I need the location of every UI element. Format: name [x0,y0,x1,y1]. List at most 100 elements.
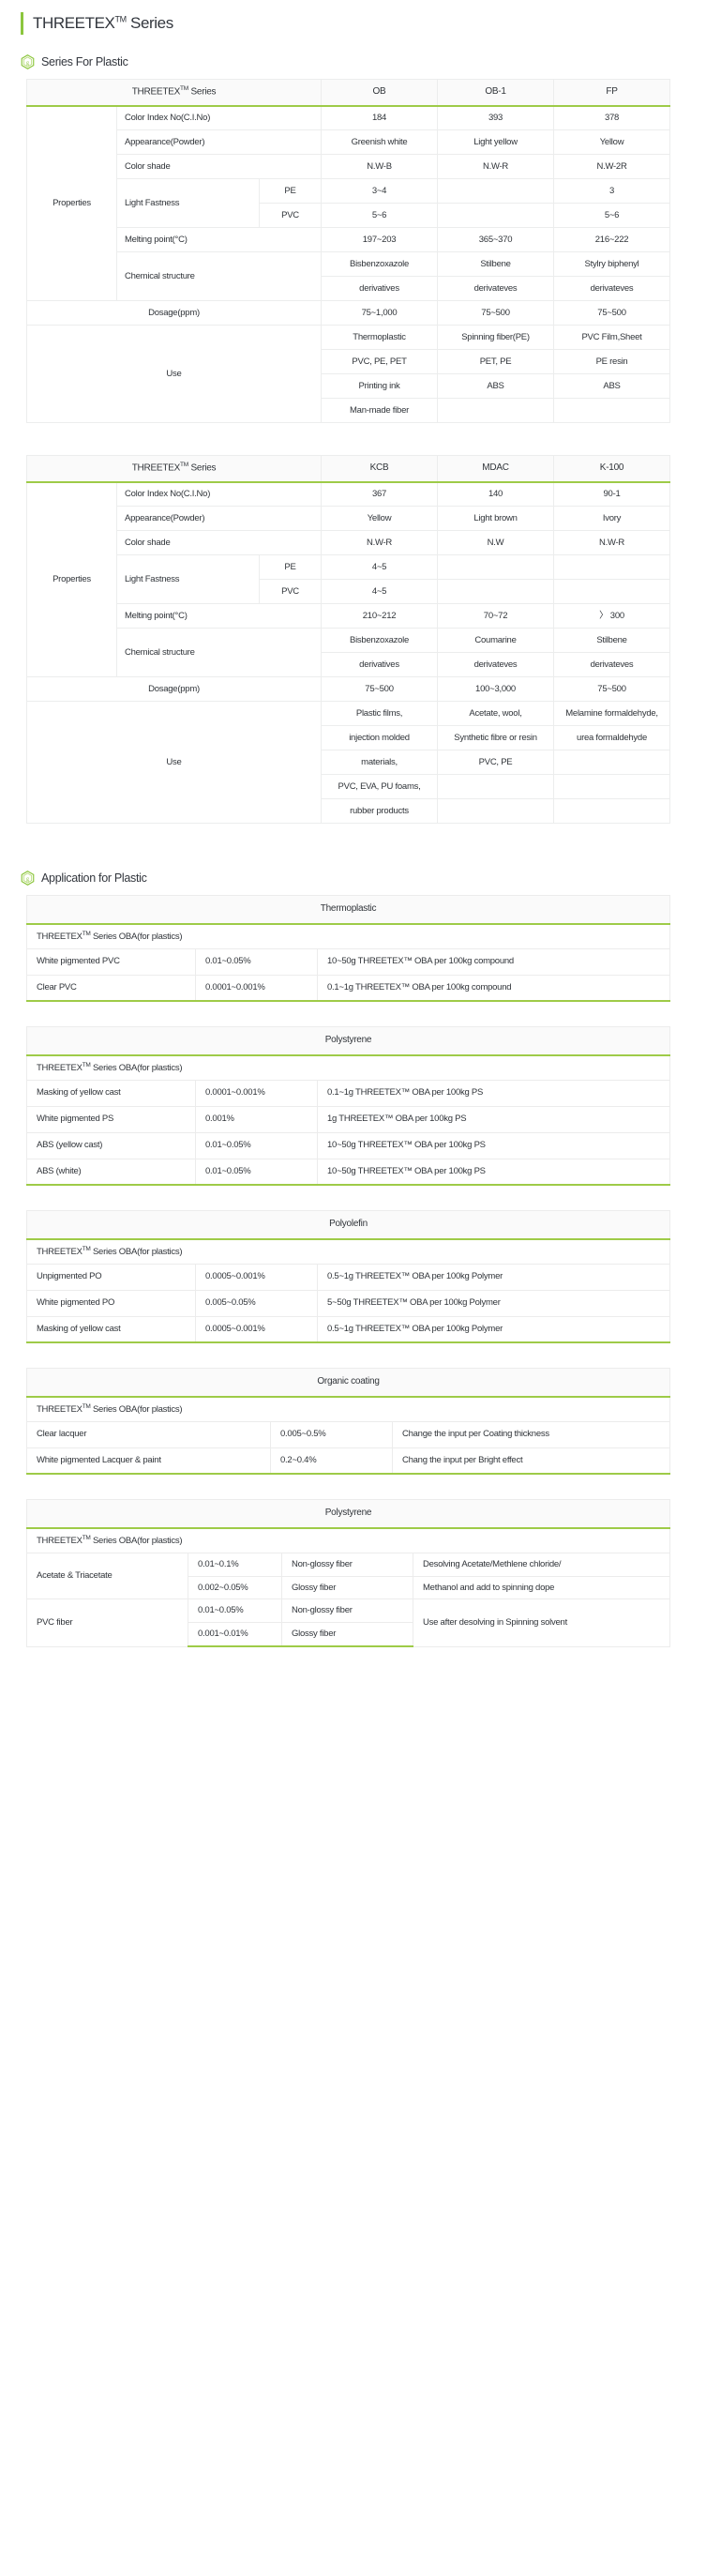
fiber-row-dose: 0.001~0.01% [188,1622,282,1648]
table2-row-label-dosage: Dosage(ppm) [25,676,323,702]
app-row-name: White pigmented PS [26,1105,196,1133]
trademark-symbol: TM [82,1061,91,1068]
table-row: Polystyrene [26,1026,670,1056]
table-row: THREETEXTM Series OBA(for plastics) [25,923,671,949]
table2-cell-melting-k100: 〉 300 [553,603,671,629]
table2-cell-use-k100-4 [553,774,671,799]
series-table-ob: THREETEXTM Series OB OB-1 FP Properties … [25,79,671,423]
trademark-symbol: TM [180,85,188,93]
table2-cell-use-k100-5 [553,798,671,824]
app-row-dose: 0.01~0.05% [195,1158,318,1187]
trademark-symbol: TM [114,14,127,24]
table2-col-kcb: KCB [321,455,439,483]
table-row: THREETEXTM Series KCB MDAC K-100 [25,455,671,483]
subtitle-label: THREETEX [37,931,83,942]
table-row: Chemical structure Bisbenzoxazole Stilbe… [27,251,671,301]
table-row: THREETEXTM Series OBA(for plastics) [26,1527,670,1553]
table1-cell-use-ob1-1: Spinning fiber(PE) [437,325,555,350]
table-row: Acetate & Triacetate 0.01~0.1% Non-gloss… [26,1552,670,1600]
table2-cell-use-k100-1: Melamine formaldehyde, [553,701,671,726]
table1-cell-use-ob1-4 [437,398,555,423]
fiber-row-note: Methanol and add to spinning dope [413,1575,670,1600]
table2-header-series: THREETEXTM Series [25,455,323,483]
document-page: THREETEXTM Series g Series For Plastic T… [0,8,706,1675]
table2-row-label-lightfastness: Light Fastness [116,554,260,604]
table-row: ABS (white) 0.01~0.05% 10~50g THREETEX™ … [26,1158,670,1187]
fiber-row-dose: 0.01~0.05% [188,1599,282,1624]
fiber-row-type: Non-glossy fiber [281,1599,413,1624]
app-row-dose: 0.005~0.05% [195,1289,318,1317]
table1-cell-appearance-ob1: Light yellow [437,129,555,155]
table2-cell-dosage-kcb: 75~500 [321,676,439,702]
table1-cell-dosage-ob1: 75~500 [437,300,555,326]
fiber-row-note: Desolving Acetate/Methlene chloride/ [413,1552,670,1577]
trademark-symbol: TM [180,462,188,469]
table2-group-properties: Properties [26,481,117,677]
table1-row-label-ci: Color Index No(C.I.No) [115,105,323,130]
table2-cell-use-mdac-1: Acetate, wool, [437,701,555,726]
trademark-symbol: TM [82,930,91,937]
section-title-series-for-plastic: Series For Plastic [41,55,128,68]
table1-cell-pe-ob1 [437,178,555,204]
table1-col-ob: OB [321,79,439,107]
table-row: Clear lacquer 0.005~0.5% Change the inpu… [26,1420,671,1448]
table2-sub-pvc: PVC [258,579,323,604]
table1-row-label-dosage: Dosage(ppm) [25,300,323,326]
app-table-polystyrene-fiber: Polystyrene THREETEXTM Series OBA(for pl… [26,1499,670,1648]
table2-cell-ci-kcb: 367 [321,481,439,507]
trademark-symbol: TM [82,1534,91,1541]
table1-cell-use-fp-1: PVC Film,Sheet [553,325,671,350]
table-row: Appearance(Powder) Yellow Light brown Iv… [27,506,671,531]
table1-cell-use-ob-4: Man-made fiber [321,398,439,423]
table2-row-label-colorshade: Color shade [115,530,323,555]
table1-sub-pvc: PVC [258,203,323,228]
app-table-subtitle-organic-coating: THREETEXTM Series OBA(for plastics) [25,1396,671,1422]
table2-cell-melting-mdac: 70~72 [437,603,555,629]
table1-row-label-chemical: Chemical structure [115,251,323,301]
spacer [0,423,706,455]
table2-cell-use-k100-3 [553,750,671,775]
app-row-note: 0.1~1g THREETEX™ OBA per 100kg compound [316,974,671,1003]
app-row-note: 10~50g THREETEX™ OBA per 100kg PS [317,1131,670,1159]
table1-sub-pe: PE [258,178,323,204]
table1-cell-use-ob-3: Printing ink [321,373,439,399]
table1-cell-chem1-ob: Bisbenzoxazole [321,251,439,277]
app-row-note: 10~50g THREETEX™ OBA per 100kg PS [317,1158,670,1187]
table2-cell-pe-kcb: 4~5 [321,554,439,580]
table2-cell-dosage-mdac: 100~3,000 [437,676,555,702]
table1-row-label-appearance: Appearance(Powder) [115,129,323,155]
page-title-text: THREETEXTM Series [33,14,173,33]
table-row: Use Thermoplastic Spinning fiber(PE) PVC… [25,325,671,423]
table2-cell-pvc-mdac [437,579,555,604]
table2-cell-appearance-kcb: Yellow [321,506,439,531]
app-table-subtitle-polyolefin: THREETEXTM Series OBA(for plastics) [25,1238,671,1265]
table1-cell-chem1-fp: Stylry biphenyl [553,251,671,277]
hexagon-icon: g [21,54,35,69]
subtitle-suffix: Series OBA(for plastics) [90,1403,183,1415]
table-row: Polyolefin [25,1210,671,1240]
table-row: Printing ink ABS ABS [27,373,671,399]
table2-cell-colorshade-kcb: N.W-R [321,530,439,555]
fiber-row-type: Glossy fiber [281,1575,413,1600]
app-table-title-polyolefin: Polyolefin [25,1210,671,1240]
section-header-application-for-plastic: g Application for Plastic [21,871,706,886]
app-row-note: Chang the input per Bright effect [391,1447,671,1476]
table1-row-label-melting: Melting point(°C) [115,227,323,252]
app-row-name: Masking of yellow cast [26,1079,196,1107]
table-row: PVC fiber 0.01~0.05% Non-glossy fiber Us… [26,1599,670,1647]
table2-cell-chem1-kcb: Bisbenzoxazole [321,628,439,653]
table-wrapper-app-organic-coating: Organic coating THREETEXTM Series OBA(fo… [25,1368,685,1476]
section-title-application-for-plastic: Application for Plastic [41,871,147,885]
app-row-dose: 0.0005~0.001% [195,1263,318,1291]
table2-cell-colorshade-k100: N.W-R [553,530,671,555]
spacer [0,1343,706,1368]
table2-cell-use-kcb-2: injection molded [321,725,439,750]
spacer [0,1475,706,1499]
table2-cell-appearance-k100: Ivory [553,506,671,531]
table-row: Man-made fiber [27,398,671,423]
table-row: THREETEXTM Series OBA(for plastics) [25,1396,671,1422]
table2-cell-melting-kcb: 210~212 [321,603,439,629]
table1-col-ob1: OB-1 [437,79,555,107]
table1-cell-use-fp-2: PE resin [553,349,671,374]
table1-cell-use-fp-4 [553,398,671,423]
